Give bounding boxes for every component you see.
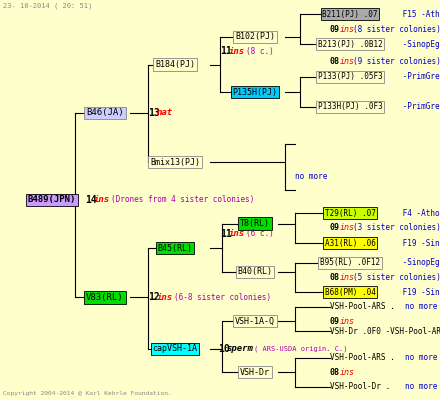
- Text: B95(RL) .0F12: B95(RL) .0F12: [320, 258, 380, 267]
- Text: capVSH-1A: capVSH-1A: [153, 344, 198, 353]
- Text: (9 sister colonies): (9 sister colonies): [353, 57, 440, 66]
- Text: no more: no more: [405, 382, 437, 391]
- Text: 10: 10: [218, 344, 230, 354]
- Text: 08: 08: [330, 274, 340, 282]
- Text: VSH-Pool-ARS .: VSH-Pool-ARS .: [330, 302, 395, 311]
- Text: no more: no more: [405, 354, 437, 362]
- Text: sperm: sperm: [227, 344, 254, 353]
- Text: 09: 09: [330, 25, 340, 34]
- Text: 08: 08: [330, 57, 340, 66]
- Text: ins: ins: [229, 229, 245, 238]
- Text: ins: ins: [340, 25, 355, 34]
- Text: (5 sister colonies): (5 sister colonies): [353, 274, 440, 282]
- Text: 12: 12: [148, 292, 160, 302]
- Text: (3 sister colonies): (3 sister colonies): [353, 223, 440, 232]
- Text: B68(PM) .04: B68(PM) .04: [325, 288, 375, 297]
- Text: 09: 09: [330, 223, 340, 232]
- Text: B213(PJ) .0B12: B213(PJ) .0B12: [318, 40, 382, 49]
- Text: ins: ins: [229, 47, 245, 56]
- Text: -PrimGreen00: -PrimGreen00: [398, 102, 440, 111]
- Text: ins: ins: [340, 223, 355, 232]
- Text: B45(RL): B45(RL): [158, 244, 193, 253]
- Text: no more: no more: [295, 172, 327, 181]
- Text: -PrimGreen00: -PrimGreen00: [398, 72, 440, 82]
- Text: F4 -Athos00R: F4 -Athos00R: [398, 209, 440, 218]
- Text: ins: ins: [340, 316, 355, 326]
- Text: T8(RL): T8(RL): [240, 219, 270, 228]
- Text: VSH-Pool-ARS .: VSH-Pool-ARS .: [330, 354, 395, 362]
- Text: no more: no more: [405, 302, 437, 311]
- Text: 09: 09: [330, 316, 340, 326]
- Text: B489(JPN): B489(JPN): [28, 196, 76, 204]
- Text: 23- 10-2014 ( 20: 51): 23- 10-2014 ( 20: 51): [3, 3, 92, 10]
- Text: (8 c.): (8 c.): [246, 47, 274, 56]
- Text: ins: ins: [340, 368, 355, 377]
- Text: B46(JA): B46(JA): [86, 108, 124, 117]
- Text: B102(PJ): B102(PJ): [235, 32, 275, 42]
- Text: VSH-Dr .0F0 -VSH-Pool-ARS: VSH-Dr .0F0 -VSH-Pool-ARS: [330, 327, 440, 336]
- Text: B211(PJ) .07: B211(PJ) .07: [322, 10, 378, 19]
- Text: -SinopEgg86R: -SinopEgg86R: [398, 40, 440, 49]
- Text: B184(PJ): B184(PJ): [155, 60, 195, 69]
- Text: ins: ins: [340, 57, 355, 66]
- Text: T29(RL) .07: T29(RL) .07: [325, 209, 375, 218]
- Text: VSH-Dr: VSH-Dr: [240, 368, 270, 377]
- Text: -SinopEgg86R: -SinopEgg86R: [398, 258, 440, 267]
- Text: ins: ins: [157, 293, 173, 302]
- Text: P135H(PJ): P135H(PJ): [232, 88, 278, 97]
- Text: 11: 11: [220, 46, 232, 56]
- Text: V83(RL): V83(RL): [86, 293, 124, 302]
- Text: ins: ins: [340, 274, 355, 282]
- Text: F15 -AthosSt80R: F15 -AthosSt80R: [398, 10, 440, 19]
- Text: ins: ins: [94, 196, 110, 204]
- Text: B40(RL): B40(RL): [238, 267, 272, 276]
- Text: Bmix13(PJ): Bmix13(PJ): [150, 158, 200, 166]
- Text: VSH-1A-Q: VSH-1A-Q: [235, 316, 275, 326]
- Text: A31(RL) .06: A31(RL) .06: [325, 238, 375, 248]
- Text: (8 sister colonies): (8 sister colonies): [353, 25, 440, 34]
- Text: F19 -Sinop62R: F19 -Sinop62R: [398, 238, 440, 248]
- Text: 14: 14: [85, 195, 97, 205]
- Text: VSH-Pool-Dr .: VSH-Pool-Dr .: [330, 382, 390, 391]
- Text: 13: 13: [148, 108, 160, 118]
- Text: nat: nat: [157, 108, 173, 117]
- Text: P133(PJ) .05F3: P133(PJ) .05F3: [318, 72, 382, 82]
- Text: (6-8 sister colonies): (6-8 sister colonies): [174, 293, 271, 302]
- Text: (6 c.): (6 c.): [246, 229, 274, 238]
- Text: Copyright 2004-2014 @ Karl Kehrle Foundation.: Copyright 2004-2014 @ Karl Kehrle Founda…: [3, 391, 172, 396]
- Text: 11: 11: [220, 229, 232, 239]
- Text: (Drones from 4 sister colonies): (Drones from 4 sister colonies): [111, 196, 254, 204]
- Text: F19 -Sinop62R: F19 -Sinop62R: [398, 288, 440, 297]
- Text: P133H(PJ) .0F3: P133H(PJ) .0F3: [318, 102, 382, 111]
- Text: 08: 08: [330, 368, 340, 377]
- Text: ( ARS-USDA origin. C.): ( ARS-USDA origin. C.): [254, 346, 348, 352]
